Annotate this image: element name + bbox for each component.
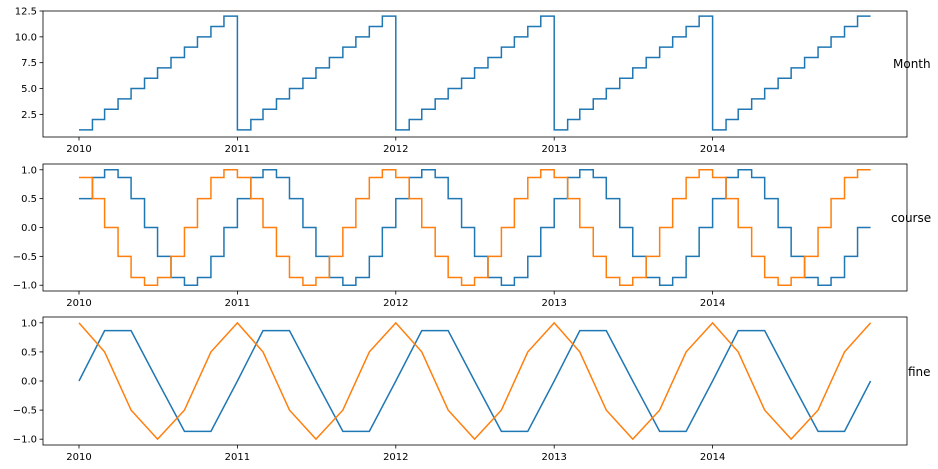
fine-side-label: fine	[908, 365, 931, 379]
y-tick-label: −0.5	[13, 252, 37, 263]
fine-panel: 2010 2011 2012 2013 2014 −1.0 −0.5 0.0 0.5 1.0 fi…	[13, 316, 931, 463]
y-tick-label: 0.5	[21, 347, 37, 358]
x-tick-label: 2014	[700, 144, 725, 155]
x-tick-label: 2014	[700, 452, 725, 463]
y-tick-label: −1.0	[13, 281, 37, 292]
month-panel: 2010 2011 2012 2013 2014 2.5 5.0 7.5 10.0 12.5 Mo…	[15, 7, 931, 156]
x-tick-label: 2011	[225, 298, 250, 309]
y-tick-label: 10.0	[15, 32, 37, 43]
y-tick-label: 0.5	[21, 194, 37, 205]
x-tick-label: 2011	[225, 144, 250, 155]
fine-axes: 2010 2011 2012 2013 2014 −1.0 −0.5 0.0 0.5 1.0	[13, 316, 908, 463]
course-axes: 2010 2011 2012 2013 2014 −1.0 −0.5 0.0 0.5 1.0	[13, 163, 908, 309]
axes-frame	[42, 10, 908, 138]
series-line-2-1	[78, 321, 872, 441]
y-tick-label: 1.0	[21, 318, 37, 329]
y-tick-label: 5.0	[21, 84, 37, 95]
x-tick-label: 2013	[541, 298, 566, 309]
series-line-0-0	[79, 15, 871, 131]
month-axes: 2010 2011 2012 2013 2014 2.5 5.0 7.5 10.0 12.5	[15, 7, 908, 155]
x-tick-label: 2010	[66, 298, 91, 309]
month-lines	[79, 15, 871, 131]
y-tick-label: 12.5	[15, 7, 37, 18]
y-tick-label: −1.0	[13, 435, 37, 446]
x-tick-label: 2010	[66, 144, 91, 155]
x-tick-label: 2012	[383, 298, 408, 309]
x-tick-label: 2012	[383, 452, 408, 463]
y-tick-label: 0.0	[21, 223, 37, 234]
x-tick-label: 2011	[225, 452, 250, 463]
fine-lines	[78, 321, 872, 441]
x-tick-label: 2013	[541, 144, 566, 155]
series-line-2-0	[78, 329, 872, 433]
x-tick-label: 2010	[66, 452, 91, 463]
x-tick-label: 2014	[700, 298, 725, 309]
y-tick-label: 7.5	[21, 58, 37, 69]
y-tick-label: 0.0	[21, 377, 37, 388]
x-tick-label: 2012	[383, 144, 408, 155]
month-side-label: Month	[893, 57, 931, 71]
y-tick-label: 2.5	[21, 110, 37, 121]
series-line-1-1	[79, 169, 871, 286]
course-side-label: course	[891, 211, 931, 225]
y-tick-label: −0.5	[13, 406, 37, 417]
x-tick-label: 2013	[541, 452, 566, 463]
series-line-1-0	[79, 169, 871, 286]
course-lines	[79, 169, 871, 286]
y-tick-label: 1.0	[21, 165, 37, 176]
course-panel: 2010 2011 2012 2013 2014 −1.0 −0.5 0.0 0.5 1.0 co…	[13, 163, 931, 309]
